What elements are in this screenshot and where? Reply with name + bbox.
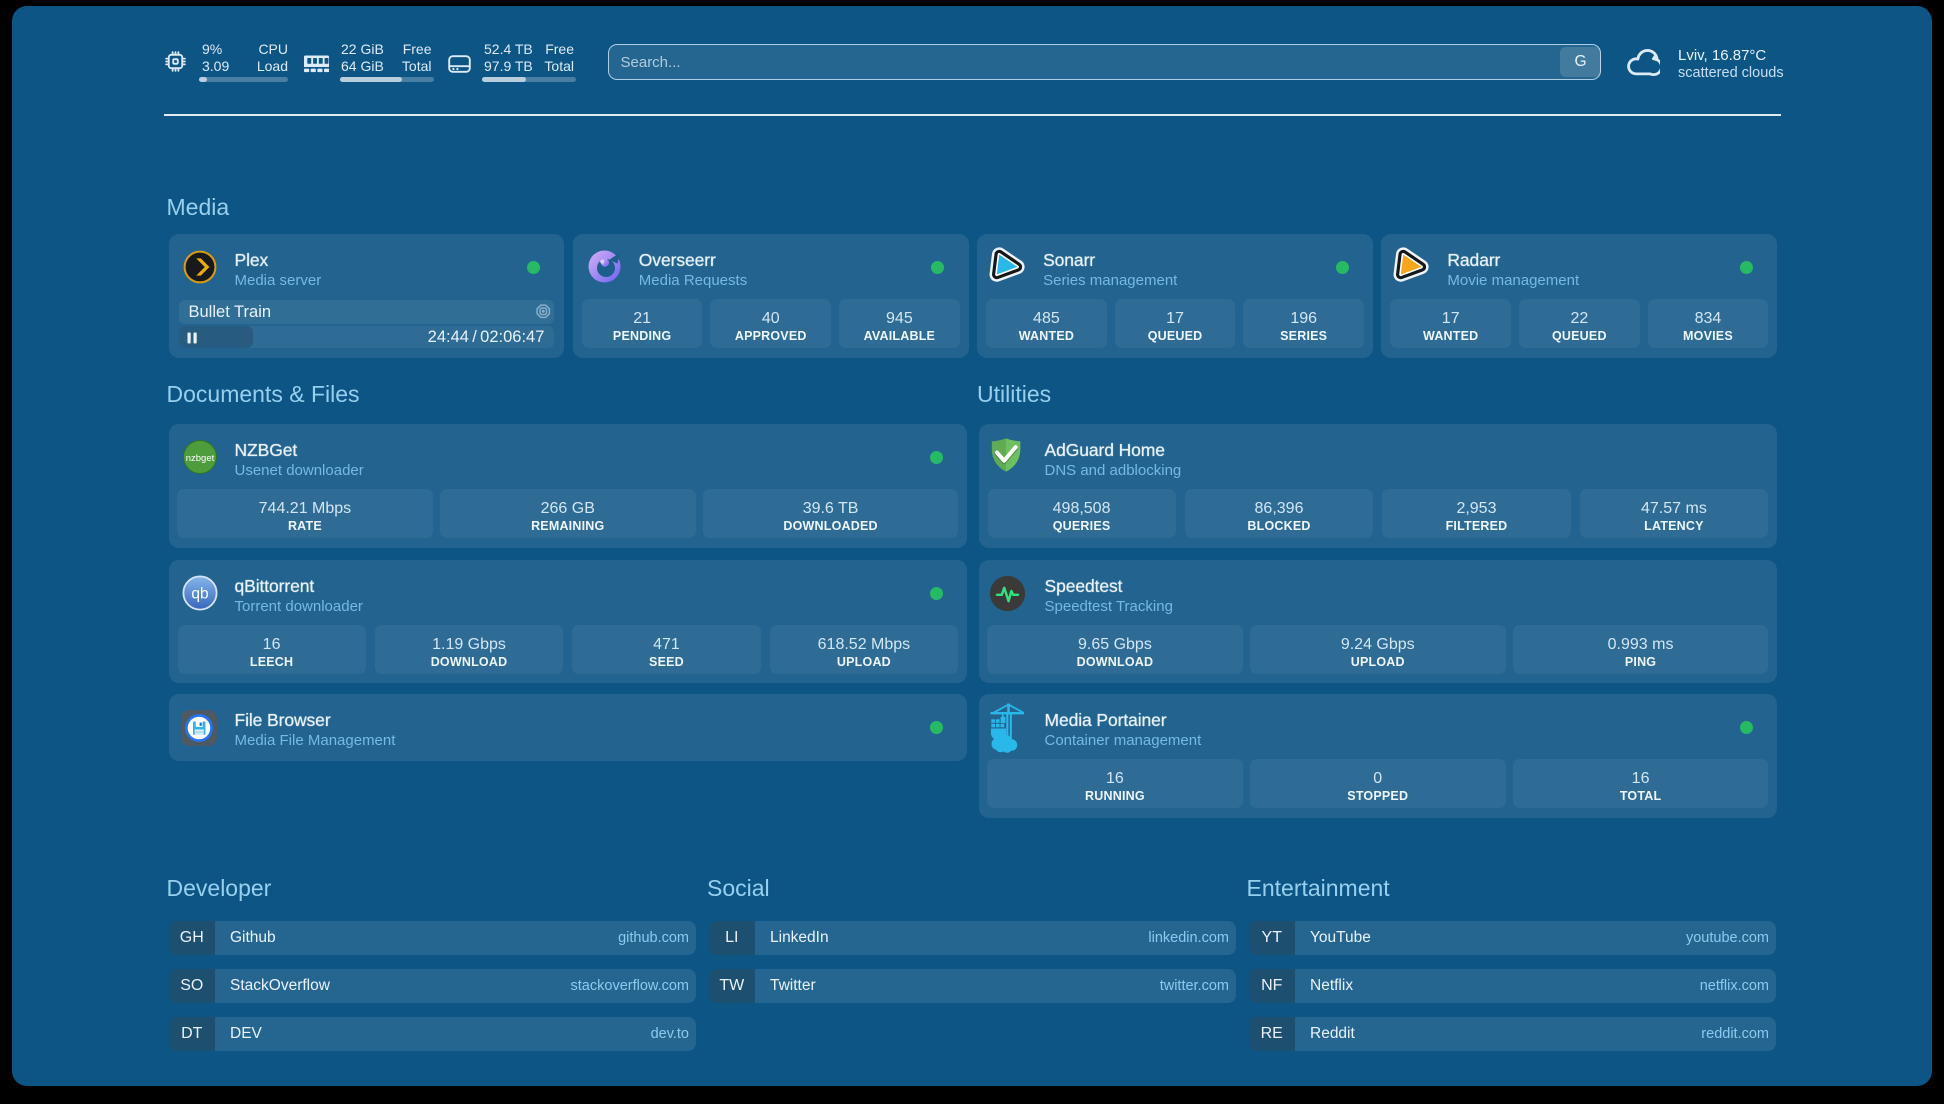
svg-text:qb: qb: [191, 585, 208, 602]
svg-text:nzbget: nzbget: [185, 453, 214, 464]
